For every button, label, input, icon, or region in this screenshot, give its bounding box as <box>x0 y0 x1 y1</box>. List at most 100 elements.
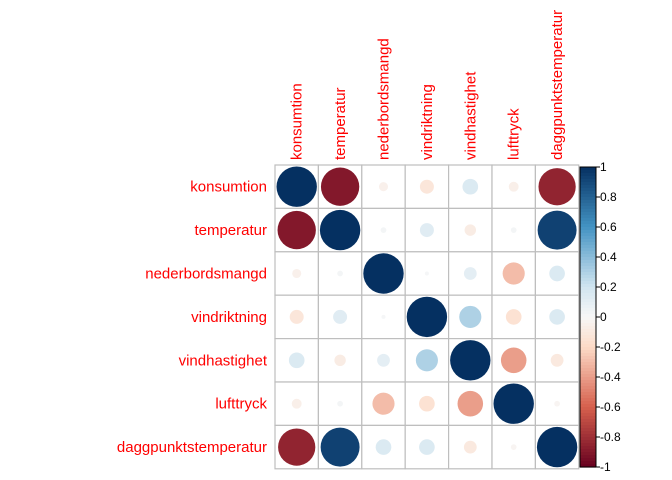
colorbar-segment <box>580 185 596 189</box>
correlation-circle-lufttryck-nederbordsmangd <box>372 392 395 415</box>
colorbar-segment <box>580 431 596 435</box>
colorbar-segment <box>580 254 596 258</box>
colorbar-segment <box>580 446 596 450</box>
correlation-circle-vindriktning-konsumtion <box>289 309 304 324</box>
row-label-nederbordsmangd: nederbordsmangd <box>145 266 267 283</box>
colorbar-tick-label: 0.4 <box>600 250 617 264</box>
colorbar-segment <box>580 284 596 288</box>
colorbar-segment <box>580 443 596 447</box>
correlation-circle-vindriktning-temperatur <box>333 309 348 324</box>
colorbar-segment <box>580 209 596 213</box>
colorbar-segment <box>580 422 596 426</box>
row-label-konsumtion: konsumtion <box>190 179 267 196</box>
correlation-circle-konsumtion-lufttryck <box>508 181 519 192</box>
correlation-circle-temperatur-vindriktning <box>419 223 434 238</box>
correlation-circle-temperatur-daggpunktstemperatur <box>537 210 577 250</box>
column-labels: konsumtion temperatur nederbordsmangd vindr… <box>289 10 566 160</box>
colorbar-tick-label: 0.8 <box>600 190 617 204</box>
correlation-circle-vindriktning-lufttryck <box>505 309 522 325</box>
correlation-circle-lufttryck-vindriktning <box>419 395 435 412</box>
colorbar-segment <box>580 251 596 255</box>
correlation-circle-konsumtion-temperatur <box>320 167 360 206</box>
colorbar-segment <box>580 401 596 405</box>
correlation-circle-daggpunktstemperatur-daggpunktstemperatur <box>536 426 578 468</box>
correlation-circle-temperatur-lufttryck <box>510 227 517 233</box>
colorbar-segment <box>580 197 596 201</box>
colorbar-segment <box>580 419 596 423</box>
correlation-circle-daggpunktstemperatur-lufttryck <box>510 444 517 450</box>
colorbar-tick-label: -0.4 <box>600 370 621 384</box>
colorbar-segment <box>580 296 596 300</box>
colorbar-segment <box>580 194 596 198</box>
row-label-lufttryck: lufttryck <box>215 396 267 413</box>
colorbar-segment <box>580 308 596 312</box>
column-label-nederbordsmangd: nederbordsmangd <box>376 38 393 160</box>
colorbar-segment <box>580 374 596 378</box>
colorbar-segment <box>580 356 596 360</box>
colorbar-segment <box>580 326 596 330</box>
grid-cell <box>274 294 320 340</box>
colorbar-segment <box>580 245 596 249</box>
colorbar-segment <box>580 179 596 183</box>
correlation-circle-nederbordsmangd-konsumtion <box>292 268 302 279</box>
correlation-circle-daggpunktstemperatur-temperatur <box>320 427 360 467</box>
colorbar-segment <box>580 338 596 342</box>
colorbar-segment <box>580 383 596 387</box>
colorbar-tick-label: -1 <box>600 460 611 474</box>
correlation-circle-konsumtion-vindhastighet <box>462 178 479 195</box>
color-legend: -1 -0.8 -0.6 -0.4 -0.2 0 0.2 0.4 0.6 0.8 1 <box>579 160 621 474</box>
column-label-lufttryck: lufttryck <box>506 108 523 160</box>
colorbar-segment <box>580 236 596 240</box>
correlation-circle-temperatur-temperatur <box>319 209 361 251</box>
colorbar-segment <box>580 416 596 420</box>
correlation-circle-vindhastighet-temperatur <box>334 354 346 367</box>
colorbar-segment <box>580 368 596 372</box>
colorbar-segment <box>580 212 596 216</box>
correlation-circle-nederbordsmangd-nederbordsmangd <box>363 253 404 294</box>
correlation-circle-daggpunktstemperatur-nederbordsmangd <box>375 439 392 455</box>
colorbar-segment <box>580 335 596 339</box>
correlation-circle-nederbordsmangd-vindhastighet <box>463 267 477 280</box>
correlation-circle-temperatur-nederbordsmangd <box>380 227 387 233</box>
correlation-circle-vindhastighet-nederbordsmangd <box>377 353 390 367</box>
colorbar-segment <box>580 440 596 444</box>
colorbar-segment <box>580 275 596 279</box>
correlation-circle-vindhastighet-konsumtion <box>288 352 305 369</box>
correlation-circle-lufttryck-daggpunktstemperatur <box>554 400 560 407</box>
colorbar-segment <box>580 170 596 174</box>
colorbar-segment <box>580 350 596 354</box>
colorbar-segment <box>580 176 596 180</box>
colorbar-segment <box>580 464 596 468</box>
colorbar-segment <box>580 437 596 441</box>
colorbar-segment <box>580 314 596 318</box>
colorbar-segment <box>580 278 596 282</box>
correlation-circle-nederbordsmangd-daggpunktstemperatur <box>549 265 565 282</box>
colorbar-segment <box>580 353 596 357</box>
column-label-vindriktning: vindriktning <box>419 84 436 160</box>
colorbar-segment <box>580 287 596 291</box>
correlation-circle-vindriktning-vindriktning <box>406 296 448 338</box>
colorbar-tick-label: 1 <box>600 160 607 174</box>
colorbar-segment <box>580 365 596 369</box>
colorbar-segment <box>580 380 596 384</box>
correlation-cells <box>274 164 580 470</box>
colorbar-segment <box>580 344 596 348</box>
colorbar-segment <box>580 269 596 273</box>
colorbar-segment <box>580 281 596 285</box>
correlation-circle-vindriktning-vindhastighet <box>459 305 482 328</box>
correlation-circle-vindhastighet-vindhastighet <box>450 340 491 381</box>
colorbar-segment <box>580 341 596 345</box>
colorbar-segment <box>580 221 596 225</box>
colorbar-segment <box>580 389 596 393</box>
colorbar-tick-label: 0 <box>600 310 607 324</box>
colorbar-segment <box>580 323 596 327</box>
column-label-temperatur: temperatur <box>332 87 349 160</box>
colorbar-segment <box>580 173 596 177</box>
colorbar-segment <box>580 398 596 402</box>
colorbar-segment <box>580 404 596 408</box>
correlation-circle-daggpunktstemperatur-konsumtion <box>278 428 316 466</box>
column-label-daggpunktstemperatur: daggpunktstemperatur <box>549 10 566 160</box>
correlation-circle-lufttryck-konsumtion <box>291 398 302 409</box>
colorbar-segment <box>580 410 596 414</box>
colorbar-segment <box>580 224 596 228</box>
